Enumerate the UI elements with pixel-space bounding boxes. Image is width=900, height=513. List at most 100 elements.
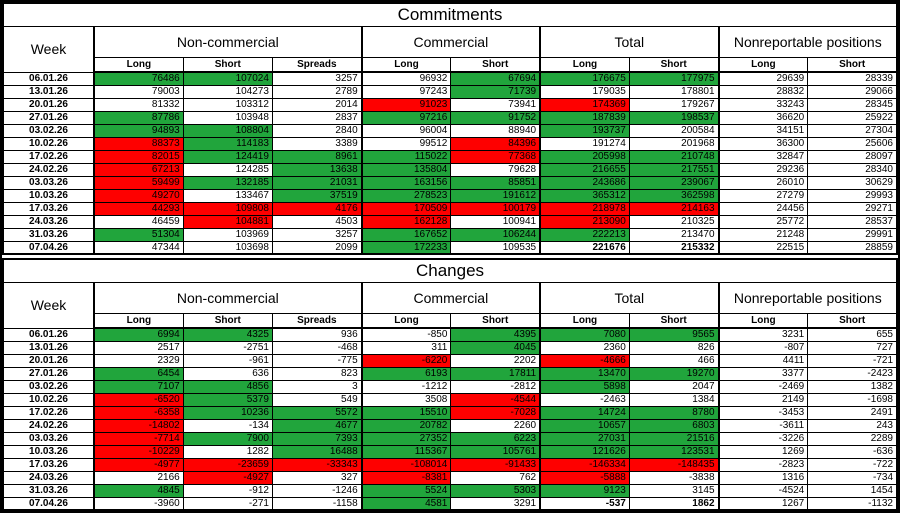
value-cell: 132185 [182, 175, 273, 190]
value-cell: 28345 [807, 97, 898, 112]
value-cell: -3226 [717, 431, 809, 446]
value-cell: 4856 [182, 379, 273, 394]
value-cell: 2517 [92, 340, 184, 355]
subheader-row: Long Short Spreads Long Short Long Short Long Sh… [3, 313, 898, 329]
week-cell: 10.03.26 [2, 444, 95, 459]
value-cell: 21031 [271, 175, 363, 190]
value-cell: 104273 [182, 84, 273, 99]
value-cell: 3145 [628, 483, 720, 498]
value-cell: -1212 [360, 379, 452, 394]
value-cell: 88373 [92, 136, 184, 151]
value-cell: 218978 [539, 201, 630, 216]
value-cell: -721 [807, 353, 898, 368]
value-cell: 7393 [271, 431, 363, 446]
column-header: Spreads [271, 57, 363, 73]
week-cell: 24.03.26 [2, 470, 95, 485]
value-cell: 762 [450, 470, 541, 485]
table-row: 13.01.26 79003 104273 2789 97243 71739 179035 1… [2, 84, 898, 99]
value-cell: 210325 [628, 214, 720, 229]
value-cell: -23659 [182, 457, 273, 472]
table-row: 27.01.26 6454 636 823 6193 17811 13470 19270 337… [2, 366, 898, 381]
value-cell: -7028 [450, 405, 541, 420]
value-cell: 4677 [271, 418, 363, 433]
value-cell: -912 [182, 483, 273, 498]
week-cell: 31.03.26 [2, 483, 95, 498]
value-cell: 28537 [807, 214, 898, 229]
value-cell: -14802 [92, 418, 184, 433]
value-cell: 6193 [360, 366, 452, 381]
value-cell: 121626 [539, 444, 630, 459]
column-header: Short [628, 313, 720, 329]
column-header: Long [717, 57, 809, 73]
value-cell: 170509 [360, 201, 452, 216]
value-cell: 3389 [271, 136, 363, 151]
value-cell: 34151 [717, 123, 809, 138]
value-cell: 15510 [360, 405, 452, 420]
value-cell: 87786 [92, 110, 184, 125]
value-cell: -4544 [450, 392, 541, 407]
changes-table: Changes Week Non-commercial Commercial Total… [2, 258, 898, 511]
value-cell: 1282 [182, 444, 273, 459]
value-cell: 36620 [717, 110, 809, 125]
value-cell: -537 [539, 496, 630, 511]
value-cell: 222213 [539, 227, 630, 242]
value-cell: 21248 [717, 227, 809, 242]
value-cell: -6358 [92, 405, 184, 420]
value-cell: 221676 [539, 240, 630, 255]
value-cell: 94893 [92, 123, 184, 138]
group-header: Nonreportable positions [717, 282, 898, 314]
value-cell: -636 [807, 444, 898, 459]
column-header: Short [807, 313, 898, 329]
value-cell: 2360 [539, 340, 630, 355]
column-header: Short [182, 57, 273, 73]
week-cell: 17.02.26 [2, 149, 95, 164]
week-cell: 24.03.26 [2, 214, 95, 229]
value-cell: -3838 [628, 470, 720, 485]
group-header: Non-commercial [93, 282, 363, 314]
value-cell: -468 [271, 340, 363, 355]
value-cell: 28340 [807, 162, 898, 177]
value-cell: -4977 [92, 457, 184, 472]
week-cell: 17.02.26 [2, 405, 95, 420]
value-cell: -775 [271, 353, 363, 368]
value-cell: 28339 [807, 71, 898, 86]
section-body: Commitments Week Non-commercial Commercial T… [2, 2, 898, 255]
value-cell: 29991 [807, 227, 898, 242]
value-cell: 108804 [182, 123, 273, 138]
value-cell: 3257 [271, 227, 363, 242]
value-cell: 1454 [807, 483, 898, 498]
value-cell: 3 [271, 379, 363, 394]
value-cell: -91433 [450, 457, 541, 472]
value-cell: 97216 [360, 110, 452, 125]
value-cell: 1316 [717, 470, 809, 485]
value-cell: 4845 [92, 483, 184, 498]
table-row: 06.01.26 6994 4325 936 -850 4395 7080 9565 3231 6… [2, 327, 898, 342]
value-cell: 27031 [539, 431, 630, 446]
value-cell: 25606 [807, 136, 898, 151]
value-cell: 6223 [450, 431, 541, 446]
value-cell: -850 [360, 327, 452, 342]
value-cell: 243 [807, 418, 898, 433]
week-cell: 07.04.26 [2, 496, 95, 511]
value-cell: 17811 [450, 366, 541, 381]
value-cell: 19270 [628, 366, 720, 381]
value-cell: 77368 [450, 149, 541, 164]
value-cell: 7107 [92, 379, 184, 394]
value-cell: -2469 [717, 379, 809, 394]
week-cell: 03.02.26 [2, 379, 95, 394]
table-row: 10.03.26 -10229 1282 16488 115367 105761 12162… [2, 444, 898, 459]
week-cell: 27.01.26 [2, 366, 95, 381]
value-cell: 51304 [92, 227, 184, 242]
value-cell: 82015 [92, 149, 184, 164]
value-cell: 174369 [539, 97, 630, 112]
value-cell: 9123 [539, 483, 630, 498]
value-cell: 327 [271, 470, 363, 485]
column-header: Spreads [271, 313, 363, 329]
week-cell: 07.04.26 [2, 240, 95, 255]
value-cell: -271 [182, 496, 273, 511]
value-cell: 71739 [450, 84, 541, 99]
week-cell: 06.01.26 [2, 327, 95, 342]
value-cell: 73941 [450, 97, 541, 112]
value-cell: 27304 [807, 123, 898, 138]
column-header: Long [92, 57, 184, 73]
